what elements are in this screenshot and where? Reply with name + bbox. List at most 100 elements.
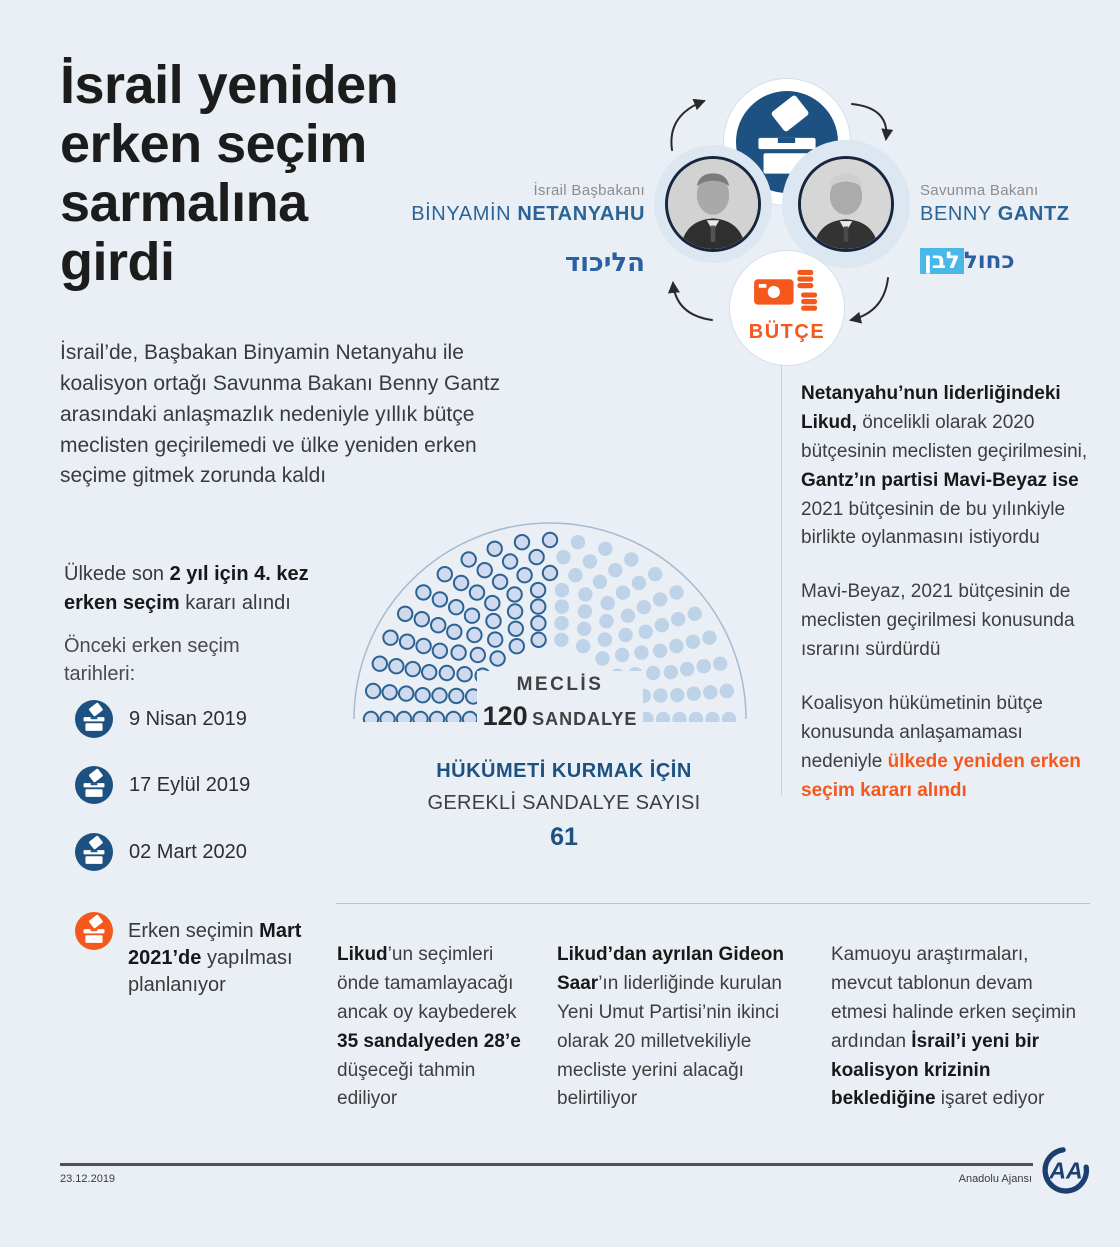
- intro-text: İsrail’de, Başbakan Binyamin Netanyahu i…: [60, 341, 501, 488]
- parliament-total: 120 SANDALYE: [482, 701, 638, 731]
- parliament-seat: [486, 540, 503, 557]
- ballot-box-icon: [75, 766, 113, 804]
- parliament-seat: [556, 549, 571, 565]
- budget-label: BÜTÇE: [748, 321, 826, 343]
- parliament-seat: [598, 541, 613, 556]
- timeline-item-3: 02 Mart 2020: [75, 833, 247, 871]
- parliament-seat: [618, 627, 633, 643]
- arrow-left-to-top: [670, 98, 706, 151]
- netanyahu-label: İsrail Başbakanı BİNYAMİN NETANYAHU הליכ…: [330, 182, 645, 278]
- netanyahu-portrait: [665, 156, 761, 252]
- bottom-column-yeni-umut: Likud’dan ayrılan Gideon Saar’ın liderli…: [557, 944, 784, 1110]
- majority-heading-1: HÜKÜMETİ KURMAK İÇİN: [436, 760, 692, 782]
- parliament-seat: [669, 638, 684, 654]
- parliament-seat: [620, 608, 636, 623]
- arrow-budget-to-left: [667, 281, 713, 321]
- ballot-box-icon-orange: [75, 912, 113, 950]
- fact-previous-dates-heading: Önceki erken seçim tarihleri:: [64, 635, 240, 685]
- parliament-seat: [719, 683, 734, 699]
- parliament-seat: [382, 629, 399, 646]
- parliament-seat: [431, 591, 449, 608]
- parliament-seat: [646, 665, 661, 681]
- parliament-seat: [696, 659, 711, 674]
- gantz-name: BENNY GANTZ: [920, 203, 1070, 225]
- parliament-seat: [448, 687, 465, 705]
- parliament-seat: [685, 634, 701, 649]
- parliament-seat: [436, 566, 454, 583]
- parliament-seat: [461, 710, 479, 722]
- parliament-seat: [680, 661, 695, 677]
- parliament-seat: [476, 562, 493, 579]
- bottom-column-polls: Kamuoyu araştırmaları, mevcut tablonun d…: [831, 944, 1077, 1110]
- timeline-item-planned: [75, 912, 113, 950]
- right-paragraph-1: Netanyahu’nun liderliğindeki Likud, önce…: [801, 383, 1088, 549]
- parliament-seat: [513, 534, 531, 551]
- parliament-seat: [446, 623, 463, 641]
- parliament-seat: [528, 548, 545, 566]
- parliament-seat: [414, 687, 431, 704]
- parliament-seat: [431, 687, 448, 704]
- right-paragraph-3: Koalisyon hükümetinin bütçe konusunda an…: [801, 692, 1081, 801]
- parliament-seat: [541, 531, 559, 549]
- majority-heading-2: GEREKLİ SANDALYE SAYISI: [427, 792, 701, 814]
- parliament-seat: [648, 567, 663, 582]
- parliament-seat: [672, 711, 687, 722]
- parliament-title: MECLİS: [516, 674, 604, 695]
- parliament-seat: [582, 554, 598, 569]
- parliament-seat: [415, 637, 432, 655]
- parliament-seat: [669, 585, 684, 600]
- parliament-seat: [452, 574, 470, 592]
- parliament-seat: [654, 618, 669, 633]
- parliament-seat: [469, 646, 487, 664]
- parliament-seat: [450, 644, 467, 661]
- parliament-seat: [599, 613, 614, 629]
- parliament-seat: [624, 552, 639, 567]
- parliament-seat: [653, 688, 668, 703]
- parliament-seat: [468, 584, 486, 601]
- parliament-seat: [671, 612, 686, 627]
- parliament-seat: [576, 639, 591, 654]
- parliament-seat: [445, 710, 462, 722]
- parliament-seat: [631, 575, 647, 591]
- cycle-arrows: [667, 98, 894, 324]
- parliament-seat: [388, 658, 405, 675]
- parliament-seat: [456, 666, 473, 683]
- majority-value: 61: [550, 823, 578, 851]
- parliament-seat: [554, 599, 569, 614]
- parliament-seat: [431, 642, 449, 660]
- parliament-seat: [448, 599, 465, 616]
- parliament-seat: [636, 600, 651, 615]
- parliament-seat: [597, 632, 612, 647]
- parliament-seat: [516, 567, 533, 584]
- parliament-seat: [570, 535, 586, 550]
- parliament-seat: [663, 665, 678, 680]
- parliament-seat: [713, 656, 728, 671]
- gantz-portrait: [798, 156, 894, 252]
- parliament-seat: [655, 711, 671, 722]
- footer-divider: [60, 1163, 1033, 1166]
- parliament-seat: [638, 624, 653, 639]
- parliament-seat: [395, 710, 413, 722]
- kahol-lavan-party-logo: כחוללבן: [920, 248, 1120, 274]
- footer-date: 23.12.2019: [60, 1173, 116, 1185]
- parliament-seat: [415, 584, 432, 601]
- parliament-seat: [529, 581, 547, 599]
- parliament-seat: [530, 598, 547, 615]
- parliament-seat: [430, 617, 447, 634]
- right-column: Netanyahu’nun liderliğindeki Likud, önce…: [801, 380, 1093, 830]
- parliament-seat: [421, 664, 438, 681]
- parliament-seat: [501, 553, 519, 570]
- likud-party-logo: הליכוד: [564, 248, 645, 278]
- parliament-seat: [652, 643, 668, 658]
- parliament-seat: [489, 650, 506, 667]
- parliament-seat: [508, 638, 526, 655]
- parliament-label: MECLİS 120 SANDALYE: [477, 671, 643, 736]
- netanyahu-role: İsrail Başbakanı: [533, 182, 645, 199]
- election-date: 9 Nisan 2019: [129, 707, 247, 730]
- parliament-seat: [703, 685, 718, 700]
- intro-paragraph: İsrail’de, Başbakan Binyamin Netanyahu i…: [60, 338, 538, 492]
- parliament-seat: [530, 615, 547, 632]
- parliament-seat: [652, 592, 668, 607]
- parliament-seat: [530, 631, 547, 649]
